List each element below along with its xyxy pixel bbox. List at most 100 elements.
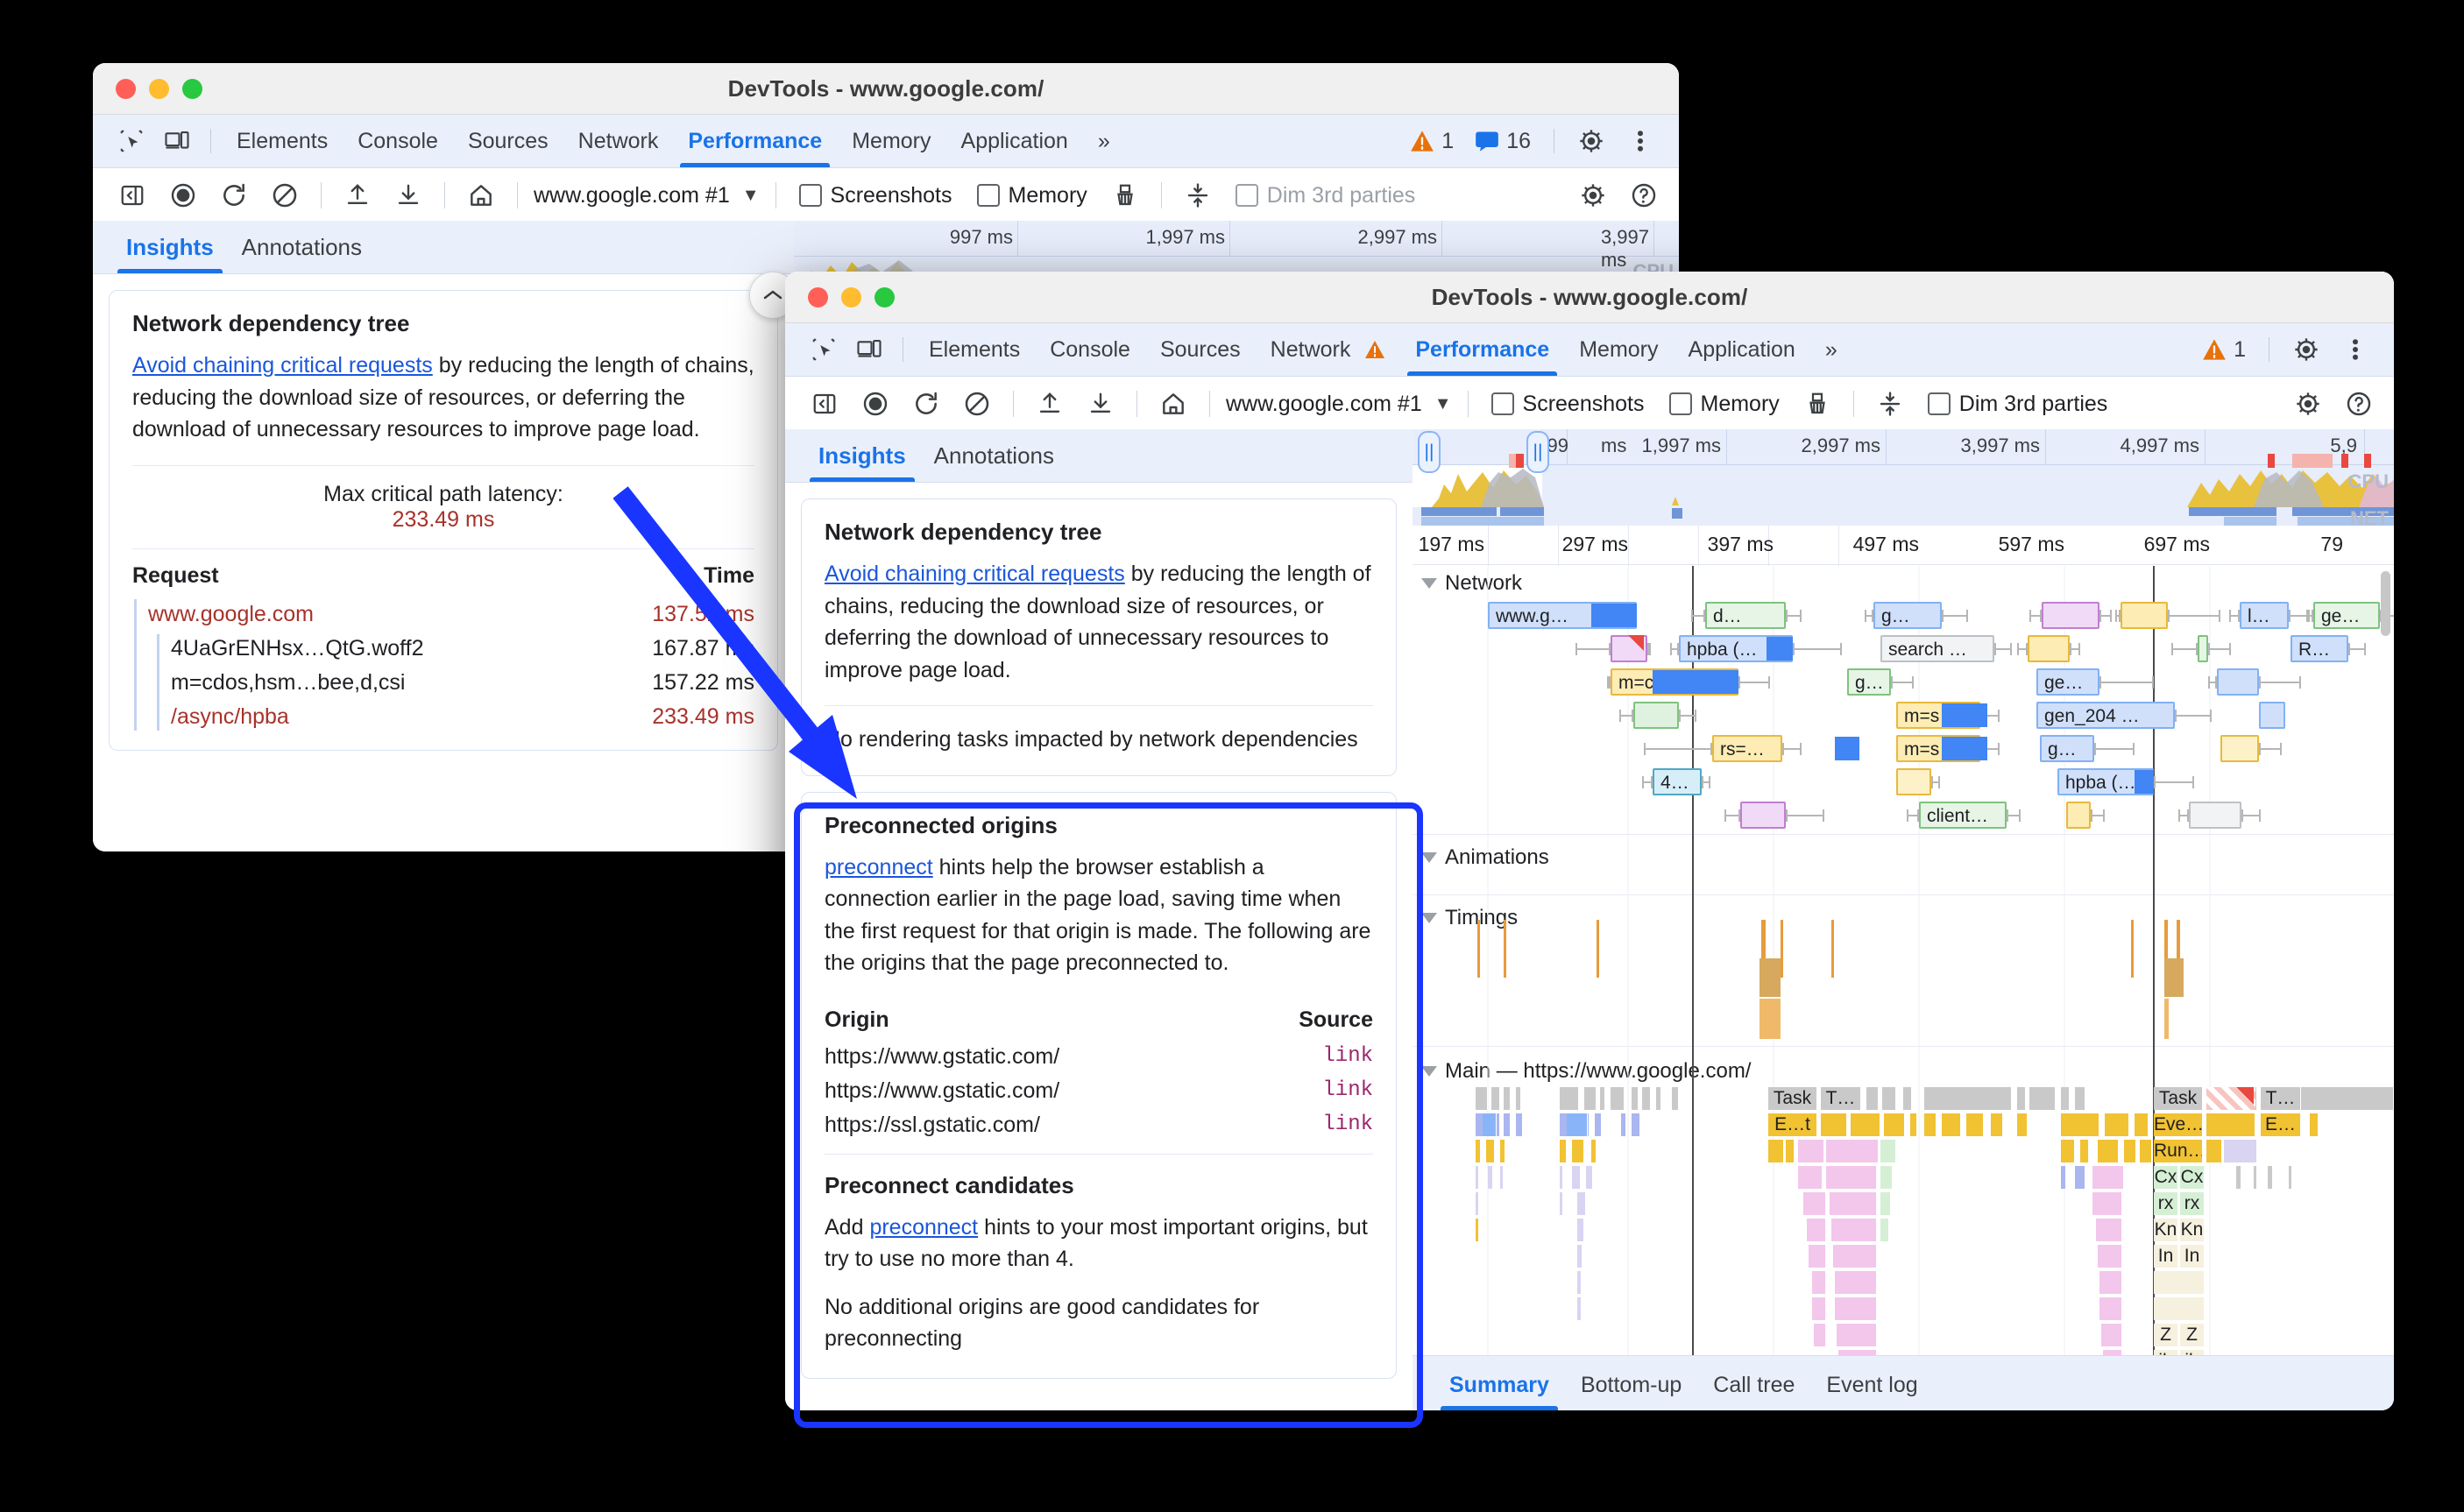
rendering-block[interactable] (1814, 1324, 1826, 1346)
rendering-block[interactable] (1577, 1192, 1586, 1215)
network-request-bar[interactable]: rs=… (1712, 735, 1782, 762)
network-request-bar[interactable]: g… (2040, 735, 2094, 762)
tab-network[interactable]: Network (577, 128, 659, 153)
toggle-sidebar-icon[interactable] (807, 386, 842, 421)
tab-memory[interactable]: Memory (1579, 336, 1659, 362)
minimize-window-button[interactable] (841, 286, 861, 307)
painting-block[interactable] (1880, 1140, 1896, 1162)
rendering-block[interactable] (2099, 1297, 2122, 1320)
home-icon[interactable] (1156, 386, 1191, 421)
tab-network[interactable]: Network (1256, 323, 1401, 376)
memory-checkbox[interactable]: Memory (976, 183, 1087, 208)
rendering-block[interactable] (2098, 1245, 2122, 1268)
network-request-bar[interactable]: 4… (1653, 768, 1702, 795)
subtab-insights[interactable]: Insights (112, 234, 228, 273)
avoid-chaining-link[interactable]: Avoid chaining critical requests (825, 562, 1125, 586)
checkbox-box[interactable] (1927, 392, 1951, 415)
script-block[interactable] (1476, 1140, 1481, 1162)
task-block[interactable] (1600, 1087, 1605, 1110)
chevron-down-icon[interactable]: ▼ (741, 185, 760, 205)
reload-and-record-icon[interactable] (216, 178, 251, 213)
checkbox-box[interactable] (1668, 392, 1692, 415)
front-insights-subtabs[interactable]: Insights Annotations (785, 429, 1413, 483)
rendering-block[interactable] (1831, 1219, 1877, 1241)
rendering-block[interactable] (1826, 1140, 1879, 1162)
script-block[interactable] (2105, 1113, 2129, 1136)
back-performance-toolbar[interactable]: www.google.com #1 ▼ Screenshots Memory D… (93, 168, 1679, 223)
task-block[interactable]: Task (1768, 1087, 1817, 1110)
network-request-bar[interactable]: l… (2240, 602, 2289, 629)
script-block[interactable] (2098, 1140, 2119, 1162)
bottom-tab-call-tree[interactable]: Call tree (1713, 1373, 1795, 1397)
clear-cache-brush-icon[interactable] (1800, 386, 1835, 421)
script-block[interactable] (1786, 1140, 1795, 1162)
chevron-down-icon[interactable] (1421, 852, 1437, 863)
network-request-bar[interactable]: g… (1847, 668, 1891, 696)
checkbox-box[interactable] (798, 184, 822, 207)
script-block[interactable] (2310, 1113, 2319, 1136)
rendering-block[interactable] (1838, 1350, 1877, 1356)
script-block[interactable] (1483, 1113, 1497, 1136)
record-icon[interactable] (166, 178, 201, 213)
subtab-annotations[interactable]: Annotations (933, 442, 1054, 469)
rendering-block[interactable] (1809, 1245, 1826, 1268)
screenshots-checkbox[interactable]: Screenshots (798, 183, 952, 208)
tab-elements[interactable]: Elements (929, 336, 1021, 362)
task-block[interactable] (1866, 1087, 1879, 1110)
front-network-dependency-card[interactable]: Network dependency tree Avoid chaining c… (801, 498, 1397, 776)
network-request-bar[interactable]: www.g… (1488, 602, 1637, 629)
devtools-window-front[interactable]: DevTools - www.google.com/ Elements Cons… (785, 272, 2394, 1410)
painting-block[interactable] (1880, 1219, 1889, 1241)
misc-block[interactable] (2268, 1166, 2273, 1189)
painting-block[interactable]: Cx (2180, 1166, 2205, 1189)
script-block[interactable] (1500, 1140, 1505, 1162)
rendering-block[interactable] (2099, 1271, 2122, 1294)
tab-performance[interactable]: Performance (1400, 323, 1564, 376)
front-window-controls[interactable] (785, 286, 895, 307)
gc-block[interactable]: Z (2180, 1324, 2205, 1346)
more-options-icon[interactable] (1624, 124, 1657, 158)
task-block[interactable] (1491, 1087, 1500, 1110)
rendering-block[interactable] (1586, 1166, 1593, 1189)
script-block[interactable] (2061, 1166, 2066, 1189)
bottom-tab-bottom-up[interactable]: Bottom-up (1580, 1373, 1682, 1397)
rendering-block[interactable] (1488, 1166, 1493, 1189)
task-block[interactable] (1560, 1087, 1579, 1110)
script-block[interactable] (1851, 1113, 1880, 1136)
painting-block[interactable]: rx (2180, 1192, 2205, 1215)
tab-performance[interactable]: Performance (673, 115, 837, 167)
network-request-bar[interactable]: search … (1880, 635, 1994, 662)
script-block[interactable] (1595, 1113, 1602, 1136)
rendering-block[interactable] (1560, 1192, 1563, 1215)
table-row[interactable]: https://ssl.gstatic.com/ link (802, 1108, 1396, 1154)
script-block[interactable] (1991, 1113, 2003, 1136)
rendering-block[interactable] (1500, 1166, 1504, 1189)
chevron-down-icon[interactable] (1421, 578, 1437, 589)
inspect-element-icon[interactable] (115, 124, 148, 158)
network-request-bar[interactable]: d… (1705, 602, 1786, 629)
close-window-button[interactable] (808, 286, 828, 307)
gc-block[interactable]: In (2180, 1245, 2205, 1268)
painting-block[interactable] (1880, 1192, 1891, 1215)
clear-icon[interactable] (267, 178, 302, 213)
task-block[interactable] (1584, 1087, 1597, 1110)
task-block[interactable] (1882, 1087, 1896, 1110)
script-block[interactable] (1504, 1113, 1511, 1136)
rendering-block[interactable] (1577, 1245, 1582, 1268)
save-profile-icon[interactable] (1083, 386, 1118, 421)
rendering-block[interactable] (1835, 1297, 1877, 1320)
script-block[interactable] (1591, 1140, 1597, 1162)
back-tabbar-right[interactable]: 1 16 (1401, 124, 1679, 158)
script-block[interactable] (1476, 1219, 1479, 1241)
checkbox-box[interactable] (1235, 184, 1258, 207)
script-block[interactable] (1516, 1113, 1523, 1136)
painting-block[interactable]: Cx (2154, 1166, 2178, 1189)
tab-console[interactable]: Console (358, 128, 438, 153)
dim-third-parties-checkbox[interactable]: Dim 3rd parties (1927, 392, 2107, 417)
rendering-block[interactable] (2092, 1192, 2122, 1215)
rendering-block[interactable] (1577, 1271, 1582, 1294)
task-block[interactable] (1611, 1087, 1625, 1110)
script-block[interactable] (1621, 1113, 1626, 1136)
timeline-scrollbar[interactable] (2381, 571, 2390, 636)
network-request-bar[interactable]: ge… (2036, 668, 2099, 696)
